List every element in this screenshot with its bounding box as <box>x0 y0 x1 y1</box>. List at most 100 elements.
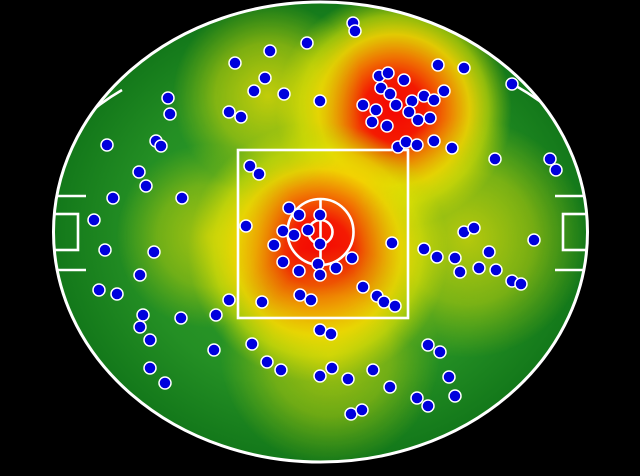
event-point[interactable] <box>147 245 161 259</box>
event-point[interactable] <box>287 228 301 242</box>
event-point[interactable] <box>161 91 175 105</box>
event-point[interactable] <box>98 243 112 257</box>
event-point[interactable] <box>549 163 563 177</box>
event-point[interactable] <box>453 265 467 279</box>
event-point[interactable] <box>437 84 451 98</box>
event-point[interactable] <box>433 345 447 359</box>
event-point[interactable] <box>207 343 221 357</box>
event-point[interactable] <box>133 268 147 282</box>
event-point[interactable] <box>489 263 503 277</box>
event-point[interactable] <box>348 24 362 38</box>
event-point[interactable] <box>457 61 471 75</box>
event-point[interactable] <box>543 152 557 166</box>
event-point[interactable] <box>366 363 380 377</box>
event-point[interactable] <box>132 165 146 179</box>
event-point[interactable] <box>467 221 481 235</box>
event-point[interactable] <box>267 238 281 252</box>
event-point[interactable] <box>245 337 259 351</box>
event-point[interactable] <box>377 295 391 309</box>
event-point[interactable] <box>282 201 296 215</box>
event-point[interactable] <box>300 36 314 50</box>
event-point[interactable] <box>174 311 188 325</box>
event-point[interactable] <box>222 105 236 119</box>
event-point[interactable] <box>139 179 153 193</box>
event-point[interactable] <box>344 407 358 421</box>
event-point[interactable] <box>405 94 419 108</box>
event-point[interactable] <box>260 355 274 369</box>
event-point[interactable] <box>448 251 462 265</box>
event-point[interactable] <box>421 338 435 352</box>
event-point[interactable] <box>277 87 291 101</box>
event-point[interactable] <box>222 293 236 307</box>
event-point[interactable] <box>369 103 383 117</box>
event-point[interactable] <box>410 391 424 405</box>
event-point[interactable] <box>106 191 120 205</box>
event-point[interactable] <box>381 66 395 80</box>
event-point[interactable] <box>383 87 397 101</box>
event-point[interactable] <box>234 110 248 124</box>
event-point[interactable] <box>258 71 272 85</box>
event-point[interactable] <box>313 237 327 251</box>
event-point[interactable] <box>136 308 150 322</box>
event-point[interactable] <box>292 208 306 222</box>
event-point[interactable] <box>427 93 441 107</box>
event-point[interactable] <box>421 399 435 413</box>
event-point[interactable] <box>252 167 266 181</box>
event-point[interactable] <box>488 152 502 166</box>
event-point[interactable] <box>313 94 327 108</box>
event-point[interactable] <box>313 323 327 337</box>
event-point[interactable] <box>341 372 355 386</box>
event-point[interactable] <box>239 219 253 233</box>
event-point[interactable] <box>313 268 327 282</box>
event-point[interactable] <box>389 98 403 112</box>
event-point[interactable] <box>411 113 425 127</box>
event-point[interactable] <box>276 224 290 238</box>
event-point[interactable] <box>311 257 325 271</box>
event-point[interactable] <box>505 77 519 91</box>
event-point[interactable] <box>304 293 318 307</box>
event-point[interactable] <box>263 44 277 58</box>
event-point[interactable] <box>243 159 257 173</box>
event-point[interactable] <box>163 107 177 121</box>
event-point[interactable] <box>143 361 157 375</box>
event-point[interactable] <box>430 250 444 264</box>
event-point[interactable] <box>274 363 288 377</box>
event-point[interactable] <box>100 138 114 152</box>
event-point[interactable] <box>329 261 343 275</box>
event-point[interactable] <box>345 251 359 265</box>
event-point[interactable] <box>427 134 441 148</box>
event-point[interactable] <box>92 283 106 297</box>
event-point[interactable] <box>110 287 124 301</box>
event-point[interactable] <box>397 73 411 87</box>
event-point[interactable] <box>514 277 528 291</box>
event-point[interactable] <box>175 191 189 205</box>
event-point[interactable] <box>143 333 157 347</box>
event-point[interactable] <box>402 105 416 119</box>
event-point[interactable] <box>87 213 101 227</box>
event-point[interactable] <box>482 245 496 259</box>
event-point[interactable] <box>292 264 306 278</box>
event-point[interactable] <box>276 255 290 269</box>
event-point[interactable] <box>527 233 541 247</box>
event-point[interactable] <box>380 119 394 133</box>
event-point[interactable] <box>209 308 223 322</box>
event-point[interactable] <box>158 376 172 390</box>
event-point[interactable] <box>154 139 168 153</box>
event-point[interactable] <box>365 115 379 129</box>
event-point[interactable] <box>133 320 147 334</box>
event-point[interactable] <box>383 380 397 394</box>
event-point[interactable] <box>255 295 269 309</box>
event-point[interactable] <box>410 138 424 152</box>
event-point[interactable] <box>417 242 431 256</box>
event-point[interactable] <box>356 280 370 294</box>
event-point[interactable] <box>293 288 307 302</box>
event-point[interactable] <box>325 361 339 375</box>
event-point[interactable] <box>355 403 369 417</box>
event-point[interactable] <box>442 370 456 384</box>
event-point[interactable] <box>313 369 327 383</box>
event-point[interactable] <box>423 111 437 125</box>
event-point[interactable] <box>388 299 402 313</box>
event-point[interactable] <box>324 327 338 341</box>
event-point[interactable] <box>313 208 327 222</box>
event-point[interactable] <box>399 135 413 149</box>
